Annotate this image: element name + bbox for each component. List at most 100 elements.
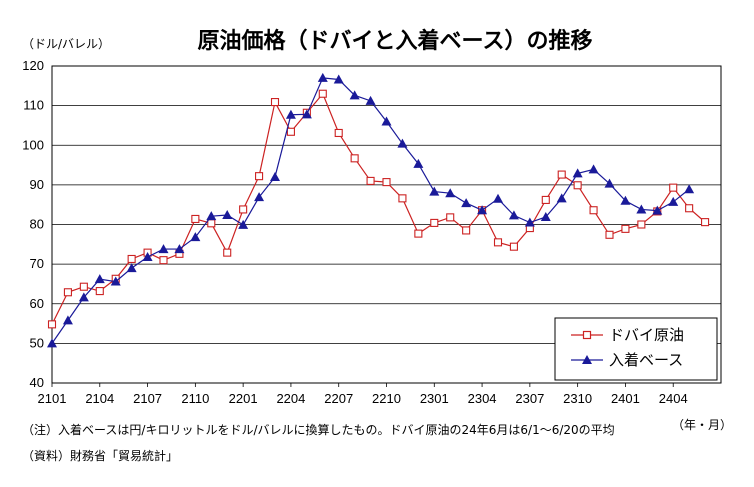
- data-point: [158, 244, 169, 254]
- data-point: [573, 181, 582, 190]
- y-tick-label: 40: [30, 375, 44, 390]
- gridlines: [52, 105, 721, 344]
- legend-marker-arrival: [582, 355, 592, 364]
- data-point: [238, 219, 249, 229]
- data-point: [206, 211, 217, 221]
- data-point: [636, 204, 647, 214]
- y-axis-unit-label: （ドル/バレル）: [22, 37, 110, 51]
- y-tick-label: 100: [22, 137, 44, 152]
- data-point: [382, 178, 391, 187]
- data-point: [223, 248, 232, 257]
- data-point: [524, 217, 535, 227]
- data-point: [95, 287, 104, 296]
- data-point: [365, 95, 376, 105]
- data-point: [142, 251, 153, 261]
- x-tick-label: 2210: [372, 391, 401, 406]
- x-tick-labels: 2101 2104 2107 2110 2201 2204 2207 2210 2301 2304…: [38, 383, 688, 406]
- data-point: [477, 205, 488, 215]
- y-tick-label: 70: [30, 256, 44, 271]
- x-tick-label: 2310: [563, 391, 592, 406]
- data-point: [637, 220, 646, 229]
- data-point: [541, 195, 550, 204]
- data-point: [604, 178, 615, 188]
- data-point: [366, 176, 375, 185]
- data-point: [270, 171, 280, 181]
- data-point: [685, 204, 694, 213]
- data-point: [286, 127, 295, 136]
- data-point: [605, 230, 614, 239]
- data-point: [79, 282, 88, 291]
- data-point: [333, 74, 344, 84]
- x-tick-label: 2301: [420, 391, 449, 406]
- legend-box: [554, 317, 718, 381]
- data-point: [63, 288, 72, 297]
- data-point: [317, 72, 328, 82]
- data-point: [430, 218, 439, 227]
- data-point: [446, 213, 455, 222]
- x-tick-label: 2101: [38, 391, 67, 406]
- y-tick-label: 60: [30, 296, 44, 311]
- data-point: [445, 188, 456, 198]
- data-point: [556, 193, 567, 203]
- y-tick-label: 110: [23, 98, 44, 113]
- data-point: [669, 183, 678, 192]
- data-point: [126, 263, 137, 273]
- data-point: [397, 138, 408, 148]
- data-point: [621, 224, 630, 233]
- legend-marker-dubai: [582, 330, 592, 340]
- data-point: [239, 205, 248, 214]
- data-point: [493, 238, 503, 247]
- data-point: [62, 315, 73, 325]
- x-tick-label: 2304: [468, 391, 497, 406]
- data-point: [47, 338, 57, 348]
- data-point: [318, 89, 327, 98]
- data-point: [589, 206, 598, 215]
- x-tick-label: 2201: [229, 391, 258, 406]
- data-point: [270, 98, 280, 107]
- x-tick-label: 2401: [611, 391, 640, 406]
- y-tick-label: 50: [30, 335, 44, 350]
- x-tick-label: 2104: [85, 391, 114, 406]
- data-point: [462, 226, 471, 235]
- legend-label-arrival: 入着ベース: [609, 351, 683, 369]
- data-point: [191, 214, 200, 224]
- x-tick-label: 2404: [659, 391, 688, 406]
- data-point: [334, 128, 343, 138]
- y-tick-label: 80: [30, 217, 44, 232]
- data-point: [301, 109, 312, 119]
- data-point: [508, 210, 519, 220]
- data-point: [461, 198, 472, 208]
- legend: ドバイ原油 入着ベース: [554, 317, 718, 381]
- data-point: [47, 320, 57, 329]
- x-tick-label: 2307: [515, 391, 544, 406]
- data-point: [381, 116, 392, 126]
- x-tick-label: 2110: [181, 391, 209, 406]
- source-note: （資料）財務省「貿易統計」: [22, 449, 179, 463]
- data-point: [94, 274, 105, 284]
- data-point: [349, 90, 360, 100]
- series-line-0: [51, 92, 706, 325]
- data-point: [190, 232, 201, 242]
- x-tick-label: 2204: [276, 391, 305, 406]
- y-tick-labels: 40 50 60 70 80 90 100 110 120: [22, 58, 44, 390]
- series-layer: [47, 72, 710, 348]
- data-point: [540, 211, 551, 221]
- y-tick-label: 90: [30, 177, 44, 192]
- data-point: [398, 194, 407, 203]
- data-point: [572, 168, 583, 178]
- data-point: [285, 109, 296, 119]
- data-point: [652, 205, 663, 215]
- data-point: [684, 184, 695, 194]
- data-point: [222, 209, 233, 219]
- data-point: [207, 219, 216, 228]
- data-point: [493, 193, 503, 203]
- data-point: [78, 292, 89, 302]
- data-point: [413, 158, 424, 168]
- data-point: [254, 192, 265, 202]
- x-axis-unit-label: （年・月）: [672, 418, 732, 432]
- data-point: [350, 154, 359, 163]
- data-point: [620, 195, 631, 205]
- x-tick-label: 2207: [324, 391, 353, 406]
- data-point: [668, 196, 679, 206]
